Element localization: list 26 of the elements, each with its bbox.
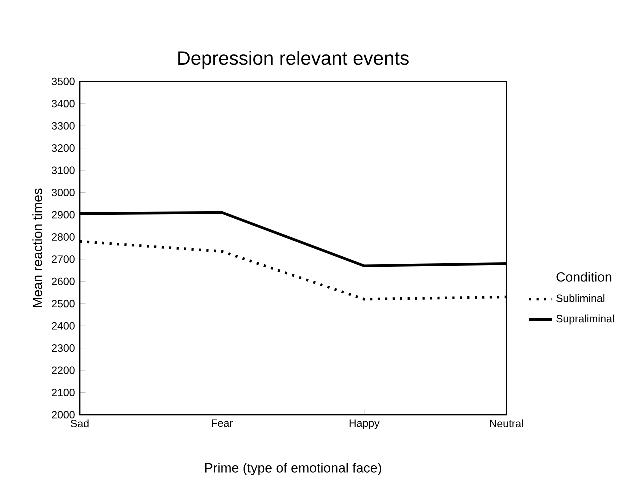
y-tick-label: 3100 bbox=[52, 166, 75, 174]
y-tick-label: 2900 bbox=[52, 211, 75, 219]
y-tick-label: 3400 bbox=[52, 100, 75, 108]
y-tick-label: 2000 bbox=[52, 411, 75, 419]
x-tick-label: Happy bbox=[350, 420, 380, 430]
y-tick-label: 3300 bbox=[52, 122, 75, 130]
y-tick-label: 2500 bbox=[52, 300, 75, 308]
y-tick-label: 2800 bbox=[52, 233, 75, 241]
y-tick-label: 2400 bbox=[52, 322, 75, 330]
x-tick-label: Neutral bbox=[490, 420, 524, 428]
y-tick-label: 2100 bbox=[52, 388, 75, 397]
y-tick-label: 3500 bbox=[52, 78, 75, 86]
y-axis-title: Mean reaction times bbox=[32, 188, 42, 308]
legend-label: Subliminal bbox=[556, 294, 605, 302]
x-axis-title: Prime (type of emotional face) bbox=[206, 463, 382, 476]
legend-title: Condition bbox=[556, 272, 612, 282]
chart-title: Depression relevant events bbox=[178, 51, 409, 69]
legend-label: Supraliminal bbox=[556, 314, 614, 325]
x-tick-label: Fear bbox=[212, 420, 234, 428]
y-tick-label: 2600 bbox=[52, 278, 75, 286]
x-tick-label: Sad bbox=[70, 420, 89, 428]
y-tick-label: 2300 bbox=[52, 344, 75, 352]
y-tick-label: 2200 bbox=[52, 366, 75, 374]
y-tick-label: 3000 bbox=[52, 188, 75, 197]
y-tick-label: 3200 bbox=[52, 144, 75, 152]
y-tick-label: 2700 bbox=[52, 256, 75, 264]
